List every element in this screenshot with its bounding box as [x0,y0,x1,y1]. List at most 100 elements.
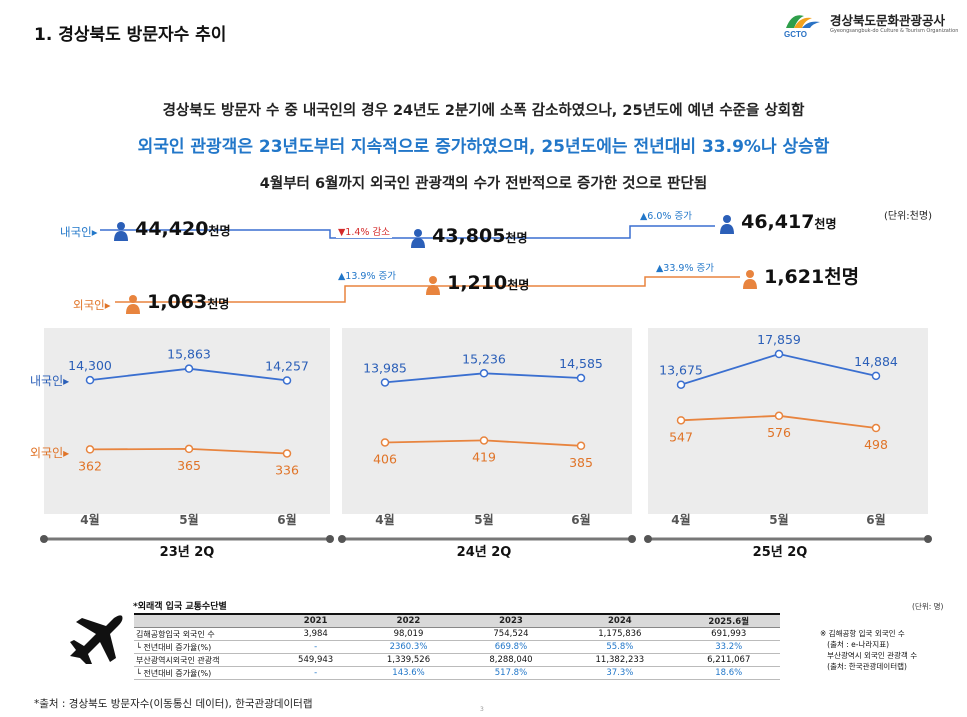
quarterly-line-charts: 23년 2Q 4월 5월 6월 14,300 15,863 14,257 362 365 336 2… [40,332,932,560]
panel-23-bg [44,328,330,514]
panel-24-bg [342,328,632,514]
domestic-data-label: 15,236 [462,351,506,366]
foreign-change-24: ▲13.9% 증가 [338,271,396,282]
person-icon [426,275,440,295]
month-tick-label: 4월 [375,512,394,527]
foreign-data-label: 362 [78,458,102,473]
person-icon [743,269,757,289]
timeline-dot [644,535,652,543]
panel-25-bg [648,328,928,514]
table-header-cell: 2021 [274,613,358,628]
domestic-data-label: 13,675 [659,363,703,378]
foreign-point [380,438,390,447]
source-note: *출처 : 경상북도 방문자수(이동통신 데이터), 한국관광데이터랩 [34,698,313,710]
domestic-data-label: 14,300 [68,358,112,373]
foreign-data-label: 547 [669,429,693,444]
table-cell: 1,339,526 [357,653,460,667]
table-cell: - [274,640,358,654]
table-cell: 669.8% [459,640,563,654]
foreign-point [479,436,489,445]
domestic-unit-24: 천명 [505,231,528,245]
table-cell: 549,943 [274,653,358,667]
table-header-cell: 2022 [357,613,460,628]
foreign-unit-24: 천명 [507,278,530,292]
domestic-change-25: ▲6.0% 증가 [640,211,692,222]
foreign-point [282,449,292,458]
table-header-cell [134,613,274,628]
person-icon [126,294,140,314]
gcto-logo-icon: GCTO [784,15,820,38]
domestic-data-label: 14,585 [559,356,603,371]
month-tick-label: 6월 [571,512,590,527]
table-row: 김해공항입국 외국인 수 3,984 98,019 754,524 1,175,… [134,627,780,641]
table-cell: 3,984 [274,627,358,641]
table-cell: 33.2% [677,640,780,654]
foreign-point [85,445,95,454]
table-cell: 37.3% [562,666,678,680]
person-icon [411,228,425,248]
foreign-value-25: 1,621 [764,266,825,288]
svg-text:GCTO: GCTO [784,30,807,38]
foreign-data-label: 419 [472,449,496,464]
foreign-value-23: 1,063 [147,291,208,313]
table-cell: 1,175,836 [562,627,678,641]
foreign-point [871,423,881,433]
quarter-label: 23년 2Q [160,545,215,560]
summary-foreign-label: 외국인▸ [73,298,111,312]
table-row: 부산광역시외국인 관광객 549,943 1,339,526 8,288,040… [134,653,780,667]
foreign-step-line [115,276,740,303]
table-row: └ 전년대비 증가율(%) - 2360.3% 669.8% 55.8% 33.… [134,640,780,654]
domestic-change-24: ▼1.4% 감소 [336,224,392,238]
foreign-value-24: 1,210 [447,272,508,294]
table-row-label: └ 전년대비 증가율(%) [134,640,274,654]
foreign-summary-3: 1,621천명 [741,262,859,289]
arrivals-table: 2021 2022 2023 2024 2025.6월 김해공항입국 외국인 수… [134,613,780,680]
table-cell: 18.6% [677,666,780,680]
org-name-kr: 경상북도문화관광공사 [830,13,946,28]
domestic-data-label: 15,863 [167,347,211,362]
org-logo: GCTO 경상북도문화관광공사 Gyeongsangbuk-do Culture… [782,8,962,40]
table-row-label: └ 전년대비 증가율(%) [134,666,274,680]
table-title: *외래객 입국 교통수단별 [133,602,227,612]
domestic-data-label: 14,884 [854,354,898,369]
month-tick-label: 5월 [769,512,788,527]
chart-domestic-label: 내국인▸ [30,374,70,388]
summary-domestic-label: 내국인▸ [60,225,98,239]
domestic-data-label: 13,985 [363,360,407,375]
domestic-value-23: 44,420 [135,218,209,240]
person-icon [720,214,734,234]
foreign-point [676,416,686,425]
quarter-label: 24년 2Q [457,545,512,560]
person-icon [114,221,128,241]
month-tick-label: 4월 [671,512,690,527]
timeline-dot [40,535,48,543]
foreign-data-label: 498 [864,437,888,452]
month-tick-label: 5월 [474,512,493,527]
foreign-change-25: ▲33.9% 증가 [656,263,714,274]
domestic-point [380,378,390,387]
month-tick-label: 6월 [277,512,296,527]
table-cell: 11,382,233 [562,653,678,667]
timeline-dot [924,535,932,543]
table-cell: 8,288,040 [459,653,563,667]
headline-1: 경상북도 방문자 수 중 내국인의 경우 24년도 2분기에 소폭 감소하였으나… [162,103,805,119]
foreign-data-label: 365 [177,458,201,473]
domestic-summary-1: 44,420천명 [112,218,231,241]
foreign-point [774,411,784,421]
org-name-en: Gyeongsangbuk-do Culture & Tourism Organ… [830,28,959,34]
foreign-data-label: 576 [767,425,791,440]
table-header-row: 2021 2022 2023 2024 2025.6월 [134,613,780,628]
domestic-value-25: 46,417 [741,211,815,233]
foreign-data-label: 336 [275,462,299,477]
domestic-point [479,369,489,378]
domestic-series-line [680,353,877,386]
domestic-unit-23: 천명 [208,224,231,238]
table-cell: 55.8% [562,640,678,654]
domestic-data-label: 14,257 [265,358,309,373]
timeline-dot [326,535,334,543]
summary-step-lines [100,225,740,303]
airplane-icon [70,615,123,664]
table-unit: (단위: 명) [912,602,944,611]
quarter-label: 25년 2Q [753,545,808,560]
domestic-point [85,375,95,385]
